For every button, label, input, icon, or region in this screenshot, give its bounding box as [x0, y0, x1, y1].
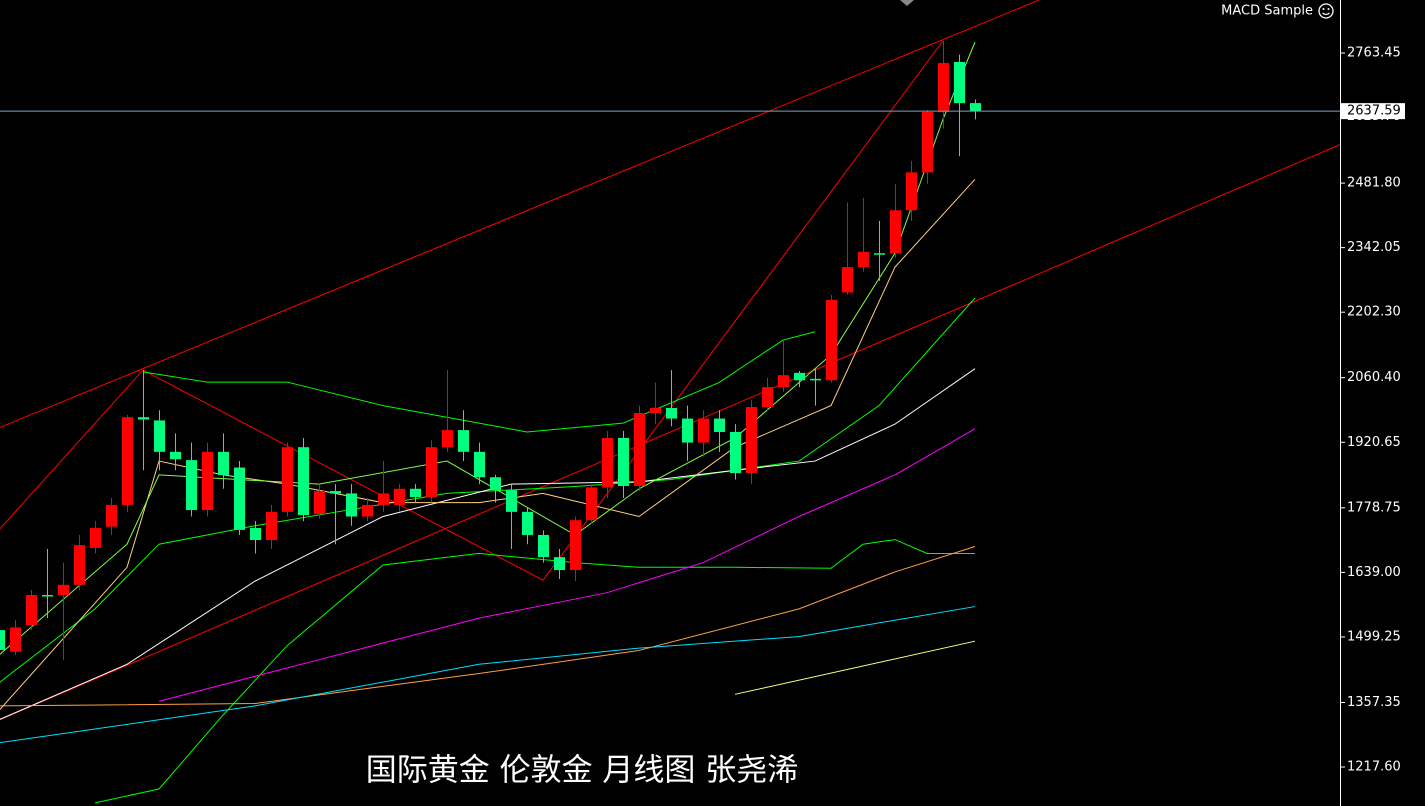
candle-body	[330, 491, 341, 494]
candle-body	[938, 62, 949, 112]
candle-body	[826, 299, 837, 381]
y-tick-label: 1499.25	[1347, 629, 1401, 644]
candle-body	[442, 430, 453, 448]
candle-body	[26, 595, 37, 626]
trend-line	[0, 0, 1040, 428]
candle-body	[746, 407, 757, 474]
candle-body	[554, 557, 565, 571]
candle-body	[74, 545, 85, 585]
candle-body	[170, 451, 181, 460]
y-tick-label: 2342.05	[1347, 240, 1401, 255]
candle-body	[970, 103, 981, 112]
trend-line	[0, 40, 944, 581]
candle-body	[138, 417, 149, 420]
candle-body	[666, 407, 677, 419]
candle-body	[106, 504, 117, 527]
candle-body	[522, 511, 533, 535]
candle-body	[0, 630, 5, 650]
plot-area	[0, 0, 1340, 804]
scroll-marker	[900, 0, 914, 6]
candle-body	[42, 595, 53, 597]
candle-body	[250, 528, 261, 541]
trend-line	[0, 144, 1340, 721]
candle-body	[810, 378, 821, 381]
candle-body	[378, 493, 389, 505]
candle-body	[618, 437, 629, 487]
indicator-line	[0, 606, 976, 744]
candle-body	[538, 534, 549, 558]
candle-body	[858, 251, 869, 268]
price-label: 2637.59	[1347, 104, 1401, 119]
candle-body	[90, 528, 101, 548]
y-tick-label: 2060.40	[1347, 370, 1401, 385]
candle-body	[650, 407, 661, 414]
candle-body	[922, 111, 933, 173]
candle-body	[714, 418, 725, 432]
candle-body	[874, 253, 885, 255]
y-tick-label: 2763.45	[1347, 46, 1401, 61]
caption: 国际黄金 伦敦金 月线图 张尧浠	[366, 753, 799, 789]
candle-body	[490, 477, 501, 491]
candle-body	[282, 447, 293, 512]
candle-body	[698, 418, 709, 443]
candle-body	[730, 431, 741, 474]
candle-body	[10, 627, 21, 652]
candle-body	[234, 467, 245, 530]
y-tick-label: 1920.65	[1347, 435, 1401, 450]
candle-body	[762, 387, 773, 408]
candle-body	[586, 487, 597, 521]
price-label-box	[1341, 103, 1405, 120]
candle-body	[506, 490, 517, 512]
y-tick-label: 1217.60	[1347, 760, 1401, 775]
candle-body	[458, 430, 469, 452]
candle-body	[362, 504, 373, 517]
candle-body	[58, 584, 69, 596]
y-tick-label: 1357.35	[1347, 695, 1401, 710]
expert-icon	[1318, 3, 1334, 19]
candle-body	[778, 375, 789, 388]
candle-body	[602, 437, 613, 488]
candle-body	[426, 447, 437, 498]
candle-body	[394, 488, 405, 505]
candle-body	[298, 447, 309, 516]
candle-body	[218, 451, 229, 475]
candle-body	[410, 488, 421, 498]
y-tick-label: 1639.00	[1347, 565, 1401, 580]
indicator-line	[0, 546, 976, 707]
candle-body	[474, 451, 485, 478]
y-tick-label: 2481.80	[1347, 176, 1401, 191]
candle-body	[954, 61, 965, 104]
y-tick-label: 2202.30	[1347, 305, 1401, 320]
candle-body	[906, 172, 917, 211]
candle-body	[186, 460, 197, 511]
candle-body	[682, 418, 693, 443]
candle-body	[266, 511, 277, 541]
candle-body	[570, 520, 581, 571]
candle-body	[842, 267, 853, 293]
candle-body	[202, 451, 213, 511]
indicator-line	[158, 428, 976, 702]
candle-body	[634, 413, 645, 487]
candle-body	[890, 210, 901, 254]
indicator-line	[142, 331, 816, 433]
candle-body	[154, 420, 165, 452]
candle-body	[122, 417, 133, 505]
candle-body	[794, 372, 805, 381]
indicator-line	[0, 41, 976, 655]
indicator-line	[0, 368, 976, 720]
candle-body	[346, 493, 357, 517]
indicator-line	[0, 297, 976, 683]
candle-body	[314, 491, 325, 515]
indicator-line	[734, 640, 976, 695]
y-tick-label: 1778.75	[1347, 500, 1401, 515]
indicator-label: MACD Sample	[1221, 4, 1313, 19]
